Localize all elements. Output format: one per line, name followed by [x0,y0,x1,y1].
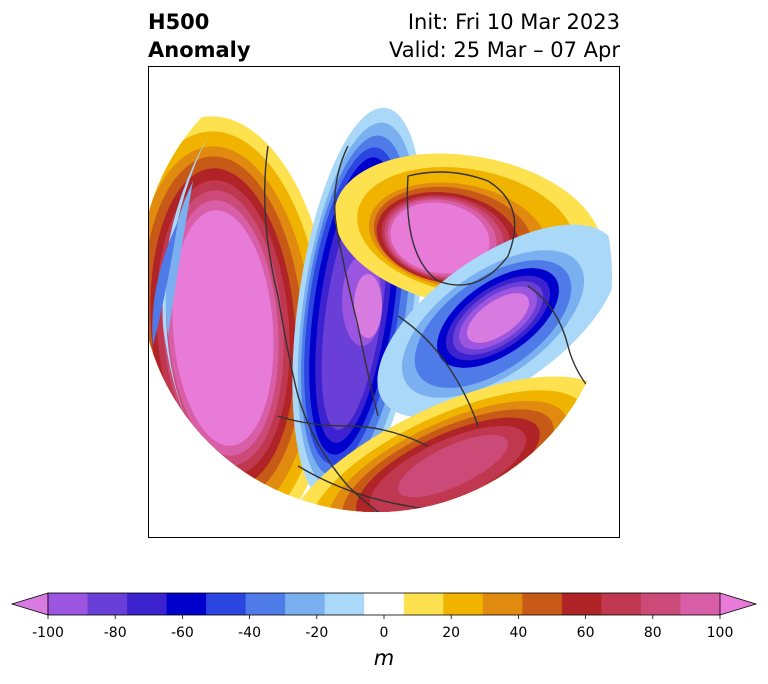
colorbar-cell [364,593,405,615]
chart-title: H500 Anomaly [148,8,251,64]
colorbar-cell [482,593,523,615]
title-line1: H500 [148,10,210,34]
colorbar-cell [285,593,326,615]
colorbar-tick-label: 60 [576,625,595,641]
colorbar-tick-label: 80 [643,625,662,641]
colorbar-unit: m [373,646,395,670]
colorbar-cell [245,593,286,615]
colorbar-cell [166,593,207,615]
colorbar-cell [324,593,365,615]
colorbar-tick-label: 0 [379,625,389,641]
colorbar-tick-label: -60 [170,625,194,641]
colorbar-cell [443,593,484,615]
colorbar-tick-label: -100 [32,625,64,641]
colorbar-tick-label: 20 [442,625,461,641]
colorbar-cell [206,593,247,615]
title-line2: Anomaly [148,38,251,62]
colorbar-cell [640,593,681,615]
init-date: Init: Fri 10 Mar 2023 [407,10,620,34]
colorbar [10,592,758,619]
colorbar-cell [561,593,602,615]
valid-range: Valid: 25 Mar – 07 Apr [389,38,620,62]
colorbar-cell [127,593,168,615]
colorbar-cell [403,593,444,615]
colorbar-cell [87,593,128,615]
colorbar-tick-label: -80 [103,625,127,641]
colorbar-cell [48,593,89,615]
colorbar-tick-label: -20 [305,625,329,641]
colorbar-tick-label: -40 [238,625,262,641]
colorbar-cells [10,592,758,619]
colorbar-tick-label: 40 [509,625,528,641]
colorbar-cell [680,593,721,615]
colorbar-cell [601,593,642,615]
anomaly-map [148,66,620,538]
southeast-us-ridge-anomaly [287,376,609,512]
forecast-dates: Init: Fri 10 Mar 2023 Valid: 25 Mar – 07… [389,8,620,64]
north-atlantic-trough-anomaly [377,224,612,418]
colorbar-over-extension [719,592,758,616]
colorbar-under-extension [10,592,49,616]
west-negative-anomaly [152,136,208,466]
colorbar-tick-label: 100 [706,625,734,641]
colorbar-cell [522,593,563,615]
